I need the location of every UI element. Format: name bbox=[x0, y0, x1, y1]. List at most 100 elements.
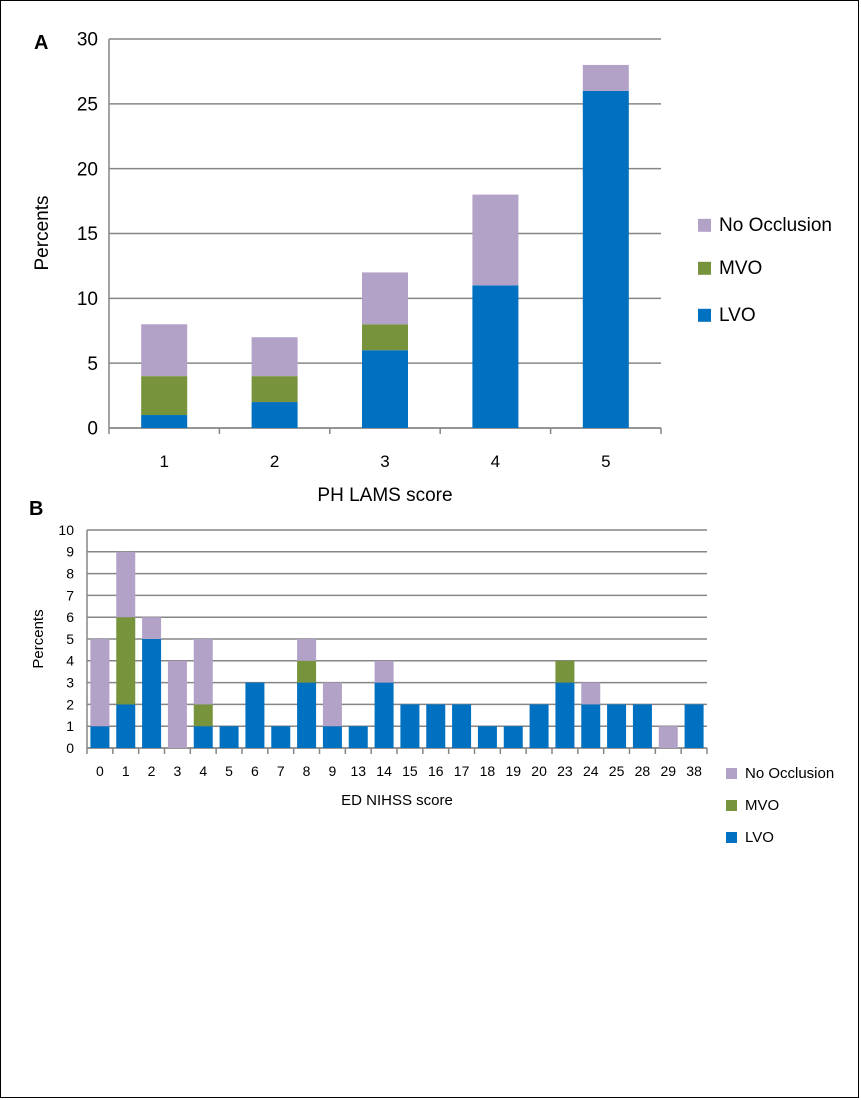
panel-label: B bbox=[29, 498, 43, 520]
x-tick-label: 9 bbox=[329, 763, 337, 779]
x-axis-title: ED NIHSS score bbox=[341, 792, 453, 809]
bar-no-occlusion bbox=[116, 551, 136, 618]
x-axis-title: PH LAMS score bbox=[317, 485, 452, 506]
y-axis-title: Percents bbox=[32, 196, 53, 271]
x-tick-label: 14 bbox=[376, 763, 392, 779]
bar-no-occlusion bbox=[141, 324, 188, 377]
legend-label: LVO bbox=[719, 305, 756, 326]
legend-swatch bbox=[698, 261, 711, 275]
bar-lvo bbox=[503, 726, 523, 748]
x-tick-label: 20 bbox=[531, 763, 547, 779]
y-tick-label: 1 bbox=[66, 718, 74, 734]
bar-mvo bbox=[251, 376, 298, 403]
y-tick-label: 9 bbox=[66, 544, 74, 560]
bar-lvo bbox=[684, 704, 704, 748]
bar-no-occlusion bbox=[322, 682, 342, 727]
y-axis-title: Percents bbox=[30, 609, 47, 668]
x-tick-label: 15 bbox=[402, 763, 418, 779]
x-tick-label: 5 bbox=[225, 763, 233, 779]
bar-lvo bbox=[374, 682, 394, 748]
bar-lvo bbox=[116, 704, 136, 748]
x-tick-label: 19 bbox=[505, 763, 521, 779]
bar-lvo bbox=[348, 726, 368, 748]
bar-lvo bbox=[582, 90, 629, 428]
bar-no-occlusion bbox=[582, 64, 629, 91]
bar-lvo bbox=[452, 704, 472, 748]
x-tick-label: 1 bbox=[122, 763, 130, 779]
bar-lvo bbox=[141, 415, 188, 428]
bar-no-occlusion bbox=[193, 639, 213, 705]
legend-label: MVO bbox=[745, 797, 779, 814]
y-tick-label: 10 bbox=[77, 289, 98, 310]
legend-label: LVO bbox=[745, 829, 774, 846]
legend-label: MVO bbox=[719, 258, 762, 279]
bar-no-occlusion bbox=[251, 337, 298, 377]
x-tick-label: 2 bbox=[148, 763, 156, 779]
bar-lvo bbox=[607, 704, 627, 748]
y-tick-label: 6 bbox=[66, 609, 74, 625]
bar-lvo bbox=[271, 726, 291, 748]
x-tick-label: 17 bbox=[454, 763, 470, 779]
bar-no-occlusion bbox=[90, 639, 110, 727]
bar-lvo bbox=[555, 682, 575, 748]
bar-mvo bbox=[141, 376, 188, 416]
x-tick-label: 7 bbox=[277, 763, 285, 779]
x-tick-label: 4 bbox=[199, 763, 207, 779]
bar-mvo bbox=[297, 660, 317, 683]
bar-lvo bbox=[90, 726, 110, 748]
x-tick-label: 3 bbox=[380, 452, 389, 471]
y-tick-label: 3 bbox=[66, 675, 74, 691]
x-tick-label: 2 bbox=[270, 452, 279, 471]
y-tick-label: 2 bbox=[66, 696, 74, 712]
x-tick-label: 24 bbox=[583, 763, 599, 779]
x-tick-label: 3 bbox=[174, 763, 182, 779]
x-tick-label: 23 bbox=[557, 763, 573, 779]
x-tick-label: 29 bbox=[660, 763, 676, 779]
bar-lvo bbox=[362, 350, 408, 428]
y-tick-label: 30 bbox=[77, 30, 98, 51]
bar-mvo bbox=[116, 617, 136, 705]
legend-swatch bbox=[726, 800, 737, 811]
bar-lvo bbox=[472, 285, 519, 428]
bar-no-occlusion bbox=[142, 617, 162, 639]
bar-no-occlusion bbox=[297, 639, 317, 661]
y-tick-label: 20 bbox=[77, 159, 98, 180]
bar-lvo bbox=[426, 704, 446, 748]
y-tick-label: 8 bbox=[66, 566, 74, 582]
y-tick-label: 0 bbox=[66, 740, 74, 756]
bar-lvo bbox=[632, 704, 652, 748]
y-tick-label: 7 bbox=[66, 587, 74, 603]
bar-lvo bbox=[297, 682, 317, 748]
y-tick-label: 5 bbox=[87, 354, 98, 375]
y-tick-label: 25 bbox=[77, 94, 98, 115]
bar-no-occlusion bbox=[658, 726, 678, 748]
bar-lvo bbox=[581, 704, 601, 748]
x-tick-label: 16 bbox=[428, 763, 444, 779]
x-tick-label: 6 bbox=[251, 763, 259, 779]
x-tick-label: 38 bbox=[686, 763, 702, 779]
x-tick-label: 8 bbox=[303, 763, 311, 779]
legend-label: No Occlusion bbox=[719, 215, 832, 236]
bar-no-occlusion bbox=[581, 682, 601, 705]
bar-lvo bbox=[529, 704, 549, 748]
bar-lvo bbox=[251, 402, 298, 428]
x-tick-label: 25 bbox=[609, 763, 625, 779]
y-tick-label: 4 bbox=[66, 653, 74, 669]
bar-lvo bbox=[322, 726, 342, 748]
bar-lvo bbox=[219, 726, 239, 748]
x-tick-label: 4 bbox=[491, 452, 500, 471]
x-tick-label: 5 bbox=[601, 452, 610, 471]
panel-label: A bbox=[34, 32, 48, 54]
x-tick-label: 13 bbox=[350, 763, 366, 779]
bar-mvo bbox=[193, 704, 213, 727]
legend-swatch bbox=[698, 218, 711, 232]
legend-swatch bbox=[726, 768, 737, 779]
y-tick-label: 0 bbox=[87, 419, 98, 440]
y-tick-label: 15 bbox=[77, 224, 98, 245]
bar-no-occlusion bbox=[167, 660, 187, 748]
legend-swatch bbox=[726, 832, 737, 843]
x-tick-label: 28 bbox=[635, 763, 651, 779]
x-tick-label: 0 bbox=[96, 763, 104, 779]
y-tick-label: 10 bbox=[58, 522, 74, 538]
